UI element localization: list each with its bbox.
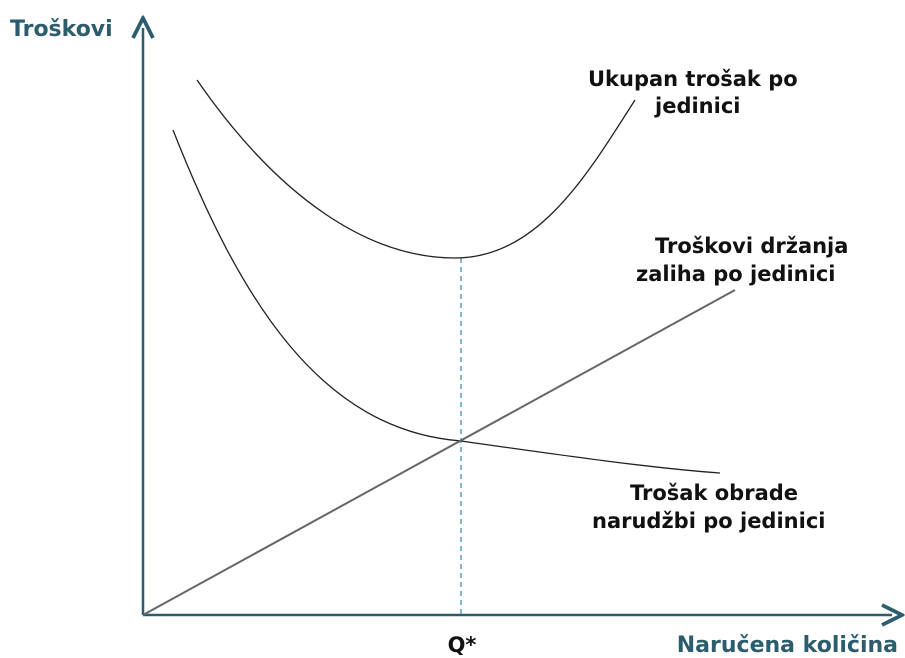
holding-cost-line [142,289,736,616]
curve-label: Troškovi držanja [655,234,848,258]
y-axis-label: Troškovi [10,17,113,42]
curve-label: Trošak obrade [630,481,798,505]
curve-label: Ukupan trošak po [588,67,798,91]
order-cost-curve [172,129,721,474]
curve-label: zaliha po jedinici [636,262,835,286]
total-cost-curve [196,79,636,259]
curve-label: jedinici [654,94,740,118]
curve-label: narudžbi po jedinici [592,509,825,533]
q-star-label: Q* [448,633,477,657]
x-axis-label: Naručena količina [677,633,898,658]
